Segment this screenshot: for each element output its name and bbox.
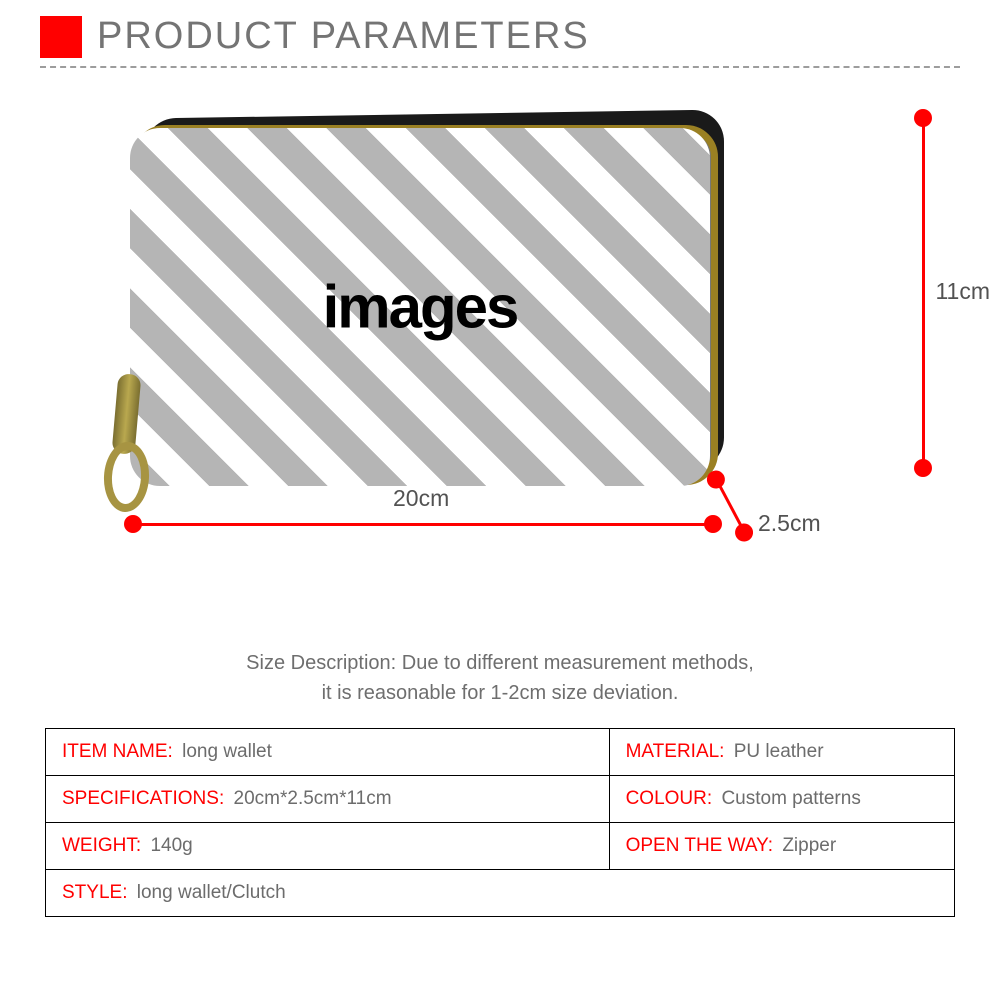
cell-value: Zipper [782, 835, 836, 856]
dimension-dot-icon [732, 520, 756, 544]
wallet-illustration: images [130, 128, 715, 493]
product-diagram: images 11cm 20cm 2.5cm [40, 118, 960, 638]
dimension-dot-icon [704, 515, 722, 533]
table-row: SPECIFICATIONS: 20cm*2.5cm*11cm COLOUR: … [46, 776, 955, 823]
image-placeholder-text: images [323, 273, 518, 342]
wallet-front-panel: images [130, 128, 710, 486]
cell-label: MATERIAL: [626, 741, 725, 762]
dimension-depth: 2.5cm [715, 480, 718, 540]
zipper-ring-icon [102, 441, 151, 513]
header: PRODUCT PARAMETERS [40, 15, 960, 58]
table-cell: ITEM NAME: long wallet [46, 729, 610, 776]
dimension-dot-icon [914, 109, 932, 127]
dimension-depth-label: 2.5cm [758, 510, 821, 537]
table-row: WEIGHT: 140g OPEN THE WAY: Zipper [46, 823, 955, 870]
size-description: Size Description: Due to different measu… [40, 648, 960, 708]
dashed-divider [40, 66, 960, 68]
table-row: ITEM NAME: long wallet MATERIAL: PU leat… [46, 729, 955, 776]
cell-label: WEIGHT: [62, 835, 141, 856]
cell-label: STYLE: [62, 882, 127, 903]
cell-value: PU leather [734, 741, 824, 762]
cell-label: ITEM NAME: [62, 741, 173, 762]
table-cell: WEIGHT: 140g [46, 823, 610, 870]
cell-value: Custom patterns [721, 788, 860, 809]
table-cell: SPECIFICATIONS: 20cm*2.5cm*11cm [46, 776, 610, 823]
dimension-height-label: 11cm [935, 278, 990, 305]
cell-value: long wallet/Clutch [137, 882, 286, 903]
cell-value: long wallet [182, 741, 272, 762]
dimension-height: 11cm [922, 118, 925, 468]
description-line: Size Description: Due to different measu… [246, 652, 754, 674]
dimension-dot-icon [124, 515, 142, 533]
dimension-dot-icon [914, 459, 932, 477]
cell-value: 140g [150, 835, 192, 856]
description-line: it is reasonable for 1-2cm size deviatio… [322, 682, 679, 704]
dimension-width-label: 20cm [393, 485, 449, 512]
cell-label: COLOUR: [626, 788, 713, 809]
table-cell: STYLE: long wallet/Clutch [46, 870, 955, 917]
parameters-table: ITEM NAME: long wallet MATERIAL: PU leat… [45, 728, 955, 917]
page-title: PRODUCT PARAMETERS [97, 15, 590, 58]
cell-label: OPEN THE WAY: [626, 835, 773, 856]
table-row: STYLE: long wallet/Clutch [46, 870, 955, 917]
table-cell: COLOUR: Custom patterns [609, 776, 954, 823]
cell-label: SPECIFICATIONS: [62, 788, 224, 809]
cell-value: 20cm*2.5cm*11cm [234, 788, 392, 809]
table-cell: MATERIAL: PU leather [609, 729, 954, 776]
dimension-width: 20cm [133, 523, 713, 526]
accent-square-icon [40, 16, 82, 58]
table-cell: OPEN THE WAY: Zipper [609, 823, 954, 870]
